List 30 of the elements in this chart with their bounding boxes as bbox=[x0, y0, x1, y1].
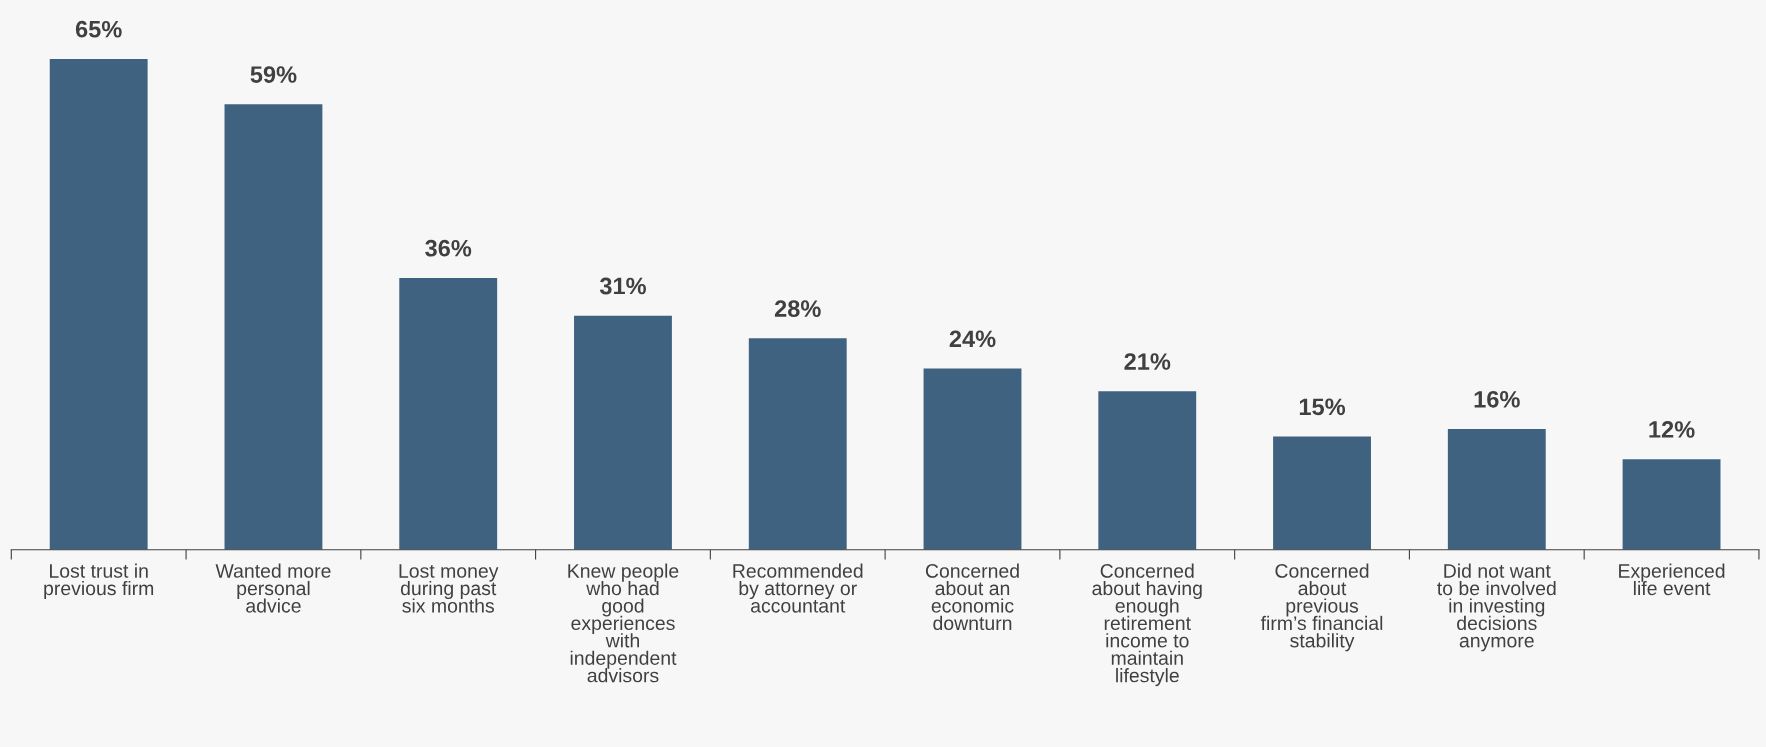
bar bbox=[399, 277, 498, 550]
bar bbox=[49, 58, 148, 550]
data-label: 16% bbox=[1474, 390, 1520, 408]
x-tick-label: Concerned about having enough retirement income to maintain lifestyle bbox=[1092, 563, 1202, 687]
data-label: 24% bbox=[949, 330, 996, 348]
data-label: 59% bbox=[250, 66, 297, 83]
data-label: 36% bbox=[425, 239, 472, 257]
bar bbox=[574, 315, 672, 550]
x-tick-label: Recommended by attorney or accountant bbox=[733, 563, 863, 613]
x-tick-label: Did not want to be involved in investing decisions anymore bbox=[1437, 563, 1556, 652]
x-tick-label: Concerned about previous firm’s financial stability bbox=[1260, 563, 1383, 652]
bar bbox=[1447, 428, 1546, 550]
bar bbox=[1098, 391, 1197, 550]
x-tick-label: Concerned about an economic downturn bbox=[925, 563, 1019, 631]
data-label: 21% bbox=[1124, 353, 1171, 370]
x-tick-label: Wanted more personal advice bbox=[215, 563, 331, 613]
bar bbox=[748, 338, 847, 550]
data-label: 15% bbox=[1299, 398, 1346, 416]
bar bbox=[224, 104, 323, 550]
data-label: 31% bbox=[599, 277, 646, 295]
x-tick-label: Knew people who had good experiences with independent advisors bbox=[568, 563, 679, 683]
x-tick-label: Lost trust in previous firm bbox=[44, 563, 154, 600]
data-label: 65% bbox=[75, 20, 122, 38]
bar bbox=[1273, 436, 1371, 550]
x-tick-label: Experienced life event bbox=[1619, 563, 1725, 596]
bar bbox=[923, 368, 1022, 550]
data-label: 12% bbox=[1649, 421, 1695, 438]
data-label: 28% bbox=[774, 300, 821, 317]
x-tick-label: Lost money during past six months bbox=[399, 564, 499, 613]
bar bbox=[1622, 459, 1721, 550]
